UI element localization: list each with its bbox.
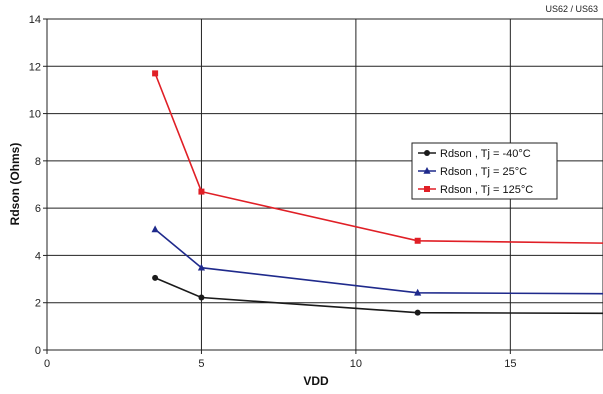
legend-label: Rdson , Tj = 125°C — [440, 184, 533, 196]
series-1 — [152, 274, 603, 316]
y-tick-label: 6 — [35, 203, 41, 215]
y-tick-label: 2 — [35, 298, 41, 310]
legend-label: Rdson , Tj = -40°C — [440, 148, 531, 160]
series-3 — [152, 70, 603, 244]
legend-box — [411, 142, 558, 200]
y-tick-label: 4 — [35, 250, 41, 262]
legend-item: Rdson , Tj = -40°C — [418, 148, 531, 160]
legend-label: Rdson , Tj = 25°C — [440, 166, 527, 178]
x-tick-label: 0 — [44, 358, 50, 370]
x-tick-label: 5 — [198, 358, 204, 370]
y-tick-label: 10 — [29, 109, 41, 121]
legend-item: Rdson , Tj = 125°C — [418, 184, 533, 196]
series-line — [154, 73, 603, 244]
legend-marker — [423, 167, 431, 174]
data-point — [414, 237, 421, 244]
legend-item: Rdson , Tj = 25°C — [418, 166, 527, 178]
x-axis-label: VDD — [303, 374, 329, 388]
y-tick-label: 8 — [35, 156, 41, 168]
legend-marker — [424, 150, 430, 156]
series-line — [154, 277, 603, 315]
legend-marker — [424, 186, 430, 192]
data-point — [198, 188, 205, 195]
y-tick-label: 14 — [29, 14, 41, 26]
data-point — [152, 274, 159, 281]
data-point — [414, 309, 421, 316]
series-line — [154, 228, 603, 295]
legend: Rdson , Tj = -40°C Rdson , Tj = 25°C Rdson… — [411, 142, 558, 200]
y-axis-label: Rdson (Ohms) — [8, 143, 22, 226]
y-tick-label: 0 — [35, 345, 41, 357]
series-2 — [151, 225, 603, 296]
data-point — [414, 288, 422, 296]
tick-labels: 0 5 10 15 0 2 4 6 8 10 12 14 — [29, 14, 517, 370]
y-tick-label: 12 — [29, 61, 41, 73]
data-point — [197, 263, 206, 271]
series — [151, 70, 603, 316]
x-tick-label: 10 — [350, 358, 362, 370]
x-tick-label: 15 — [504, 358, 516, 370]
data-point — [198, 294, 205, 301]
data-point — [151, 225, 159, 233]
data-point — [152, 70, 159, 77]
corner-tag: US62 / US63 — [545, 4, 598, 14]
plot-area-frame — [46, 18, 603, 351]
